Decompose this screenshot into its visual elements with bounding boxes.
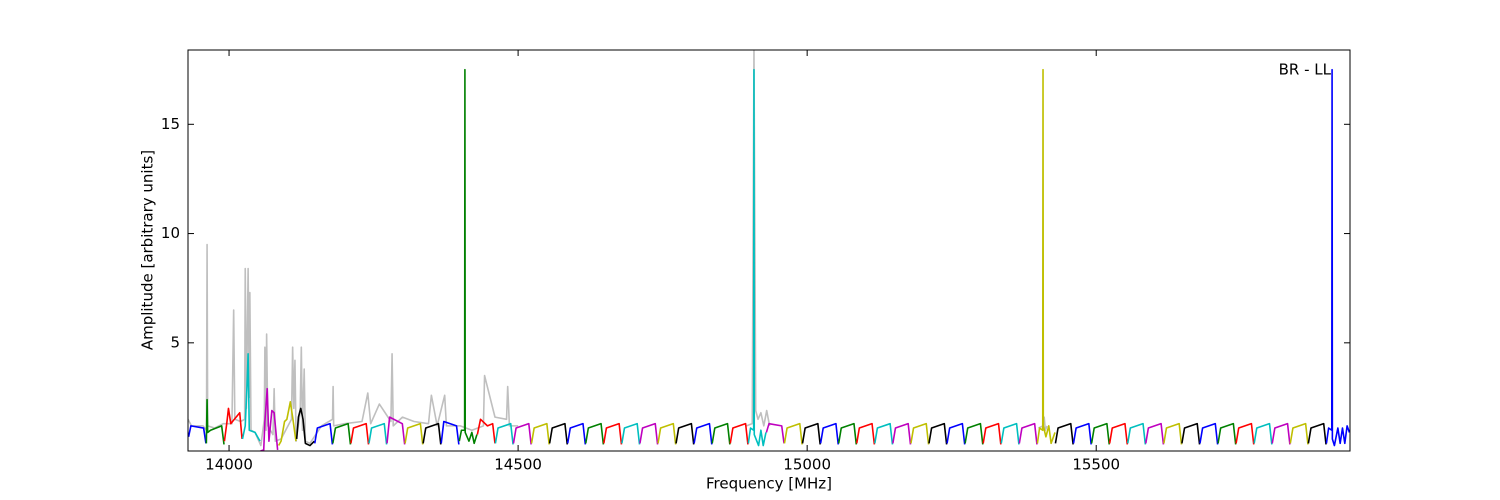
spectrum-line xyxy=(386,416,406,445)
spectrum-line xyxy=(313,422,334,445)
spectrum-line xyxy=(603,422,623,445)
spectrum-line xyxy=(277,401,297,446)
spectrum-line xyxy=(693,422,713,445)
annotation: BR - LL xyxy=(1279,61,1332,79)
spectrum-line xyxy=(1090,422,1111,445)
spectrum-line xyxy=(1144,422,1165,445)
spectrum-line xyxy=(584,422,605,445)
x-axis-label: Frequency [MHz] xyxy=(706,475,832,493)
spectrum-line xyxy=(855,422,876,445)
spectrum-line xyxy=(1038,416,1048,432)
spectrum-line xyxy=(188,425,207,444)
y-tick-label: 10 xyxy=(161,224,180,242)
spectrum-line xyxy=(964,422,984,445)
spectrum-line xyxy=(982,422,1002,445)
x-tick-label: 14500 xyxy=(494,456,542,474)
y-tick-label: 5 xyxy=(170,333,180,351)
spectrum-line xyxy=(729,422,749,445)
spectrum-line xyxy=(188,243,519,447)
spectrum-line xyxy=(1217,422,1237,445)
spectrum-line xyxy=(1289,422,1309,445)
spectrum-line xyxy=(1271,422,1291,445)
spectrum-line xyxy=(621,422,641,445)
spectrum-line xyxy=(1054,422,1074,445)
spectrum-line xyxy=(1072,422,1092,445)
spectrum-line xyxy=(440,420,460,445)
spectrum-line xyxy=(1325,68,1350,447)
y-axis-label: Amplitude [arbitrary units] xyxy=(139,150,157,350)
x-tick-label: 15000 xyxy=(783,456,831,474)
spectrum-line xyxy=(892,422,912,445)
spectrum-line xyxy=(819,422,840,445)
x-tick-label: 15500 xyxy=(1072,456,1120,474)
spectrum-line xyxy=(675,422,695,445)
x-tick-label: 14000 xyxy=(205,456,253,474)
spectrum-line xyxy=(566,422,587,445)
spectrum-line xyxy=(404,422,424,445)
spectrum-line xyxy=(1307,422,1327,445)
spectrum-line xyxy=(874,422,894,445)
spectrum-line xyxy=(1235,422,1255,445)
plot-lines xyxy=(188,50,1350,451)
spectrum-line xyxy=(530,422,550,445)
spectrum-line xyxy=(548,422,569,445)
spectrum-line xyxy=(295,407,315,447)
spectrum-line xyxy=(837,422,858,445)
spectrum-line xyxy=(260,387,279,451)
spectrum-line xyxy=(205,398,225,445)
spectrum-line xyxy=(765,422,785,444)
spectrum-line xyxy=(494,422,514,445)
spectrum-line xyxy=(512,422,532,445)
spectrum-line xyxy=(639,422,659,445)
spectrum-line xyxy=(1253,422,1273,445)
spectrum-line xyxy=(350,422,370,445)
spectrum-line xyxy=(657,422,677,445)
spectrum-line xyxy=(332,422,352,445)
spectrum-line xyxy=(1199,422,1219,445)
spectrum-line xyxy=(241,352,261,442)
spectrum-line xyxy=(928,422,948,445)
spectrum-line xyxy=(1000,422,1020,445)
spectrum-line xyxy=(746,50,771,427)
spectrum-line xyxy=(1163,422,1183,445)
spectrum-line xyxy=(801,422,821,445)
spectrum-line xyxy=(1036,68,1056,445)
spectrum-line xyxy=(1126,422,1147,445)
spectrum-line xyxy=(368,422,388,445)
plot-frame xyxy=(187,49,1351,452)
spectrum-line xyxy=(711,422,731,445)
spectrum-line xyxy=(747,68,767,447)
spectrum-line xyxy=(422,422,442,445)
spectrum-line xyxy=(223,407,243,442)
spectrum-line xyxy=(910,422,930,445)
spectrum-line xyxy=(783,422,803,445)
spectrum-line xyxy=(458,68,478,445)
spectrum-line xyxy=(1018,422,1038,445)
spectrum-line xyxy=(1181,422,1201,445)
spectrum-line xyxy=(946,422,966,445)
spectrum-line xyxy=(1108,422,1129,445)
y-tick-label: 15 xyxy=(161,115,180,133)
spectrum-line xyxy=(476,418,496,444)
